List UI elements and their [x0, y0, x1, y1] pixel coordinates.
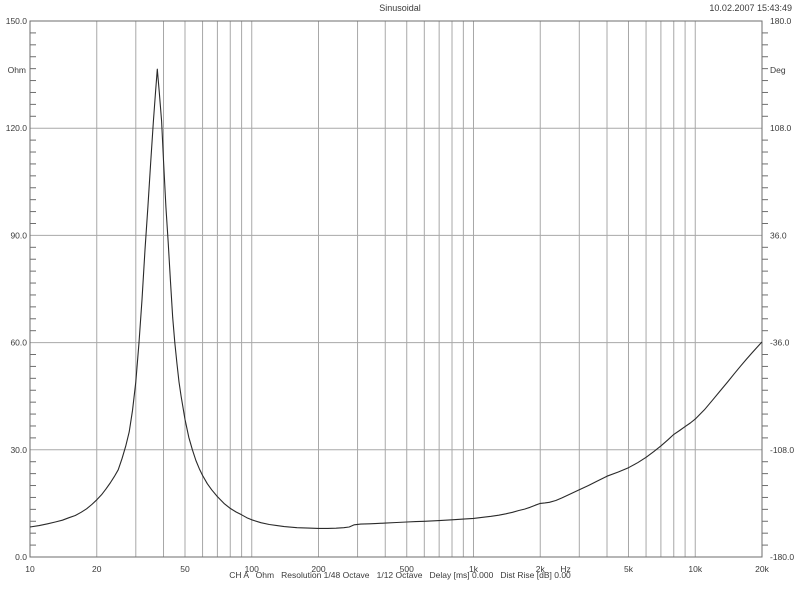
x-tick-label: 200 [311, 564, 325, 574]
x-tick-label: 50 [180, 564, 190, 574]
y-right-tick-label: 36.0 [770, 230, 787, 240]
x-tick-label: 5k [624, 564, 634, 574]
y-axis-unit-left: Ohm [8, 65, 26, 75]
x-tick-label: 500 [400, 564, 414, 574]
chart-title: Sinusoidal [379, 3, 421, 13]
x-tick-label: 1k [469, 564, 479, 574]
chart-timestamp: 10.02.2007 15:43:49 [709, 3, 792, 13]
x-tick-label: 20 [92, 564, 102, 574]
y-left-tick-label: 30.0 [10, 445, 27, 455]
y-left-tick-label: 150.0 [6, 16, 28, 26]
plot-area[interactable] [30, 21, 762, 557]
x-tick-label: 100 [245, 564, 259, 574]
x-tick-label: 2k [536, 564, 546, 574]
x-tick-label: 10k [688, 564, 702, 574]
y-axis-unit-right: Deg [770, 65, 786, 75]
x-tick-label: 20k [755, 564, 769, 574]
y-right-tick-label: -180.0 [770, 552, 794, 562]
y-right-tick-label: -36.0 [770, 338, 790, 348]
y-left-tick-label: 90.0 [10, 230, 27, 240]
status-bar: CH A Ohm Resolution 1/48 Octave 1/12 Oct… [229, 570, 571, 580]
y-left-tick-label: 120.0 [6, 123, 28, 133]
y-right-tick-label: 180.0 [770, 16, 792, 26]
y-right-tick-label: -108.0 [770, 445, 794, 455]
impedance-curve [29, 68, 763, 529]
y-left-tick-label: 60.0 [10, 338, 27, 348]
x-axis-unit: Hz [560, 564, 570, 574]
y-right-tick-label: 108.0 [770, 123, 792, 133]
x-tick-label: 10 [25, 564, 35, 574]
plot-border [29, 20, 763, 558]
y-left-tick-label: 0.0 [15, 552, 27, 562]
